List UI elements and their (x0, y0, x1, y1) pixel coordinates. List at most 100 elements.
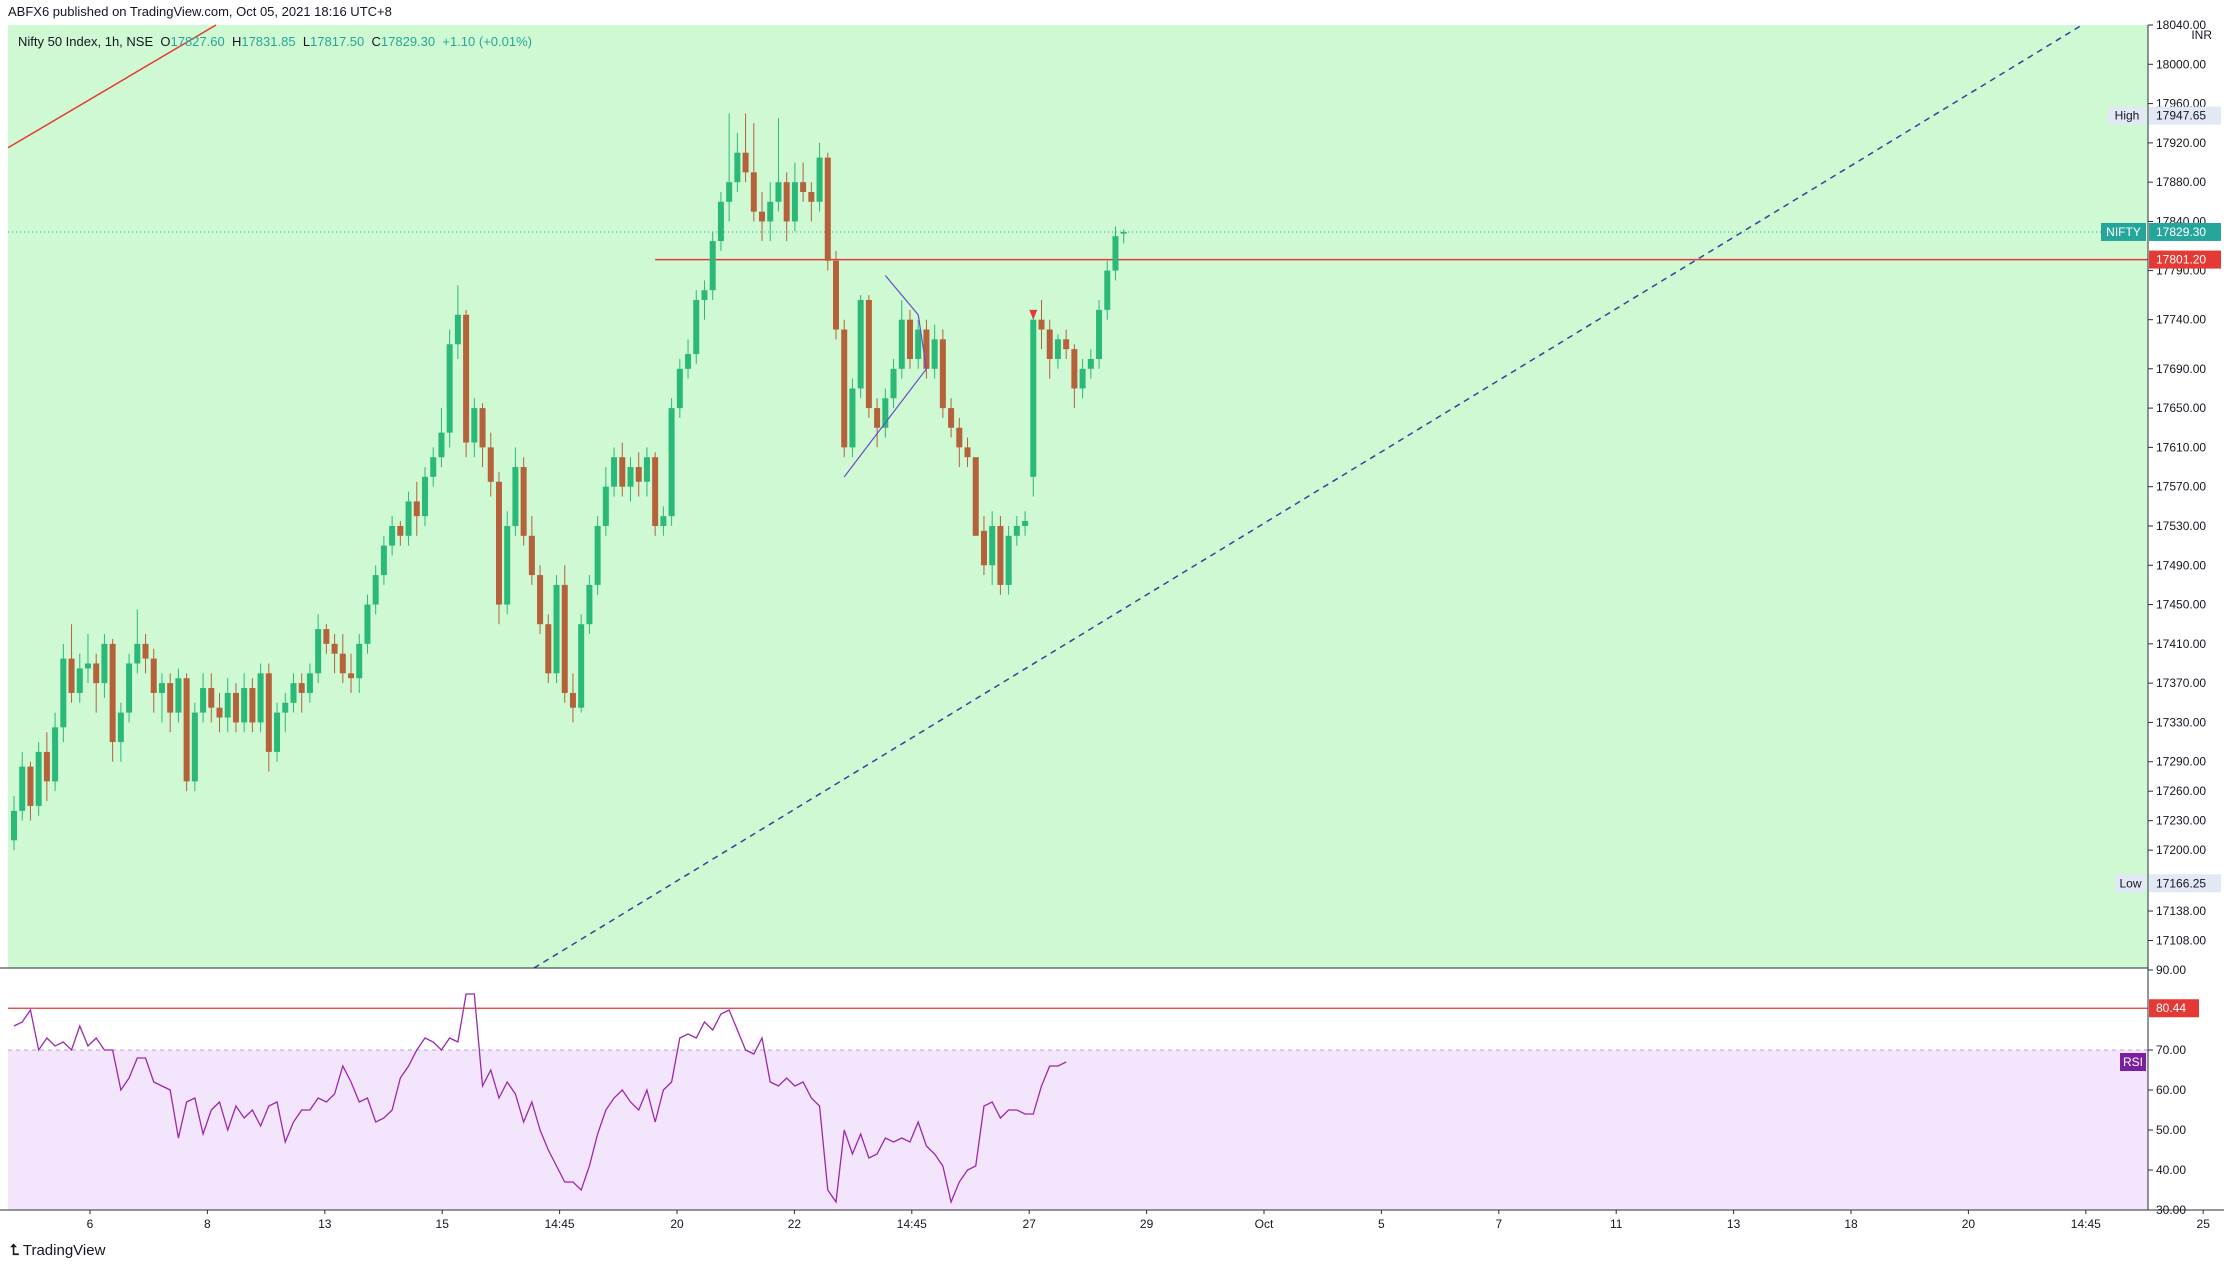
candle-body (216, 707, 223, 718)
candle-body (791, 182, 798, 222)
candle-body (1112, 236, 1119, 271)
candle (578, 614, 585, 713)
candle (93, 653, 100, 713)
candle-body (265, 673, 272, 752)
candle-body (512, 467, 519, 526)
candle-body (1030, 319, 1037, 477)
candle-body (545, 624, 552, 674)
time-tick-label: 8 (204, 1217, 211, 1231)
candle (561, 565, 568, 703)
candle (1096, 300, 1103, 369)
rsi-pane[interactable] (8, 993, 2148, 1211)
candle-body (167, 683, 174, 713)
candle-body (997, 525, 1004, 585)
open-value: 17827.60 (170, 34, 225, 49)
time-tick-label: 13 (1727, 1217, 1741, 1231)
candle (594, 516, 601, 595)
axis-badge-bg (2149, 250, 2221, 269)
candle-body (43, 751, 50, 782)
candle (1054, 334, 1061, 369)
candle-body (775, 182, 782, 202)
candle (68, 624, 75, 703)
candle (109, 638, 116, 762)
candle (1005, 525, 1012, 595)
candle (545, 614, 552, 684)
price-tick-label: 17610.00 (2156, 440, 2206, 454)
candle (693, 290, 700, 364)
candle (315, 614, 322, 684)
rsi-band (8, 1050, 2148, 1210)
candle (1046, 319, 1053, 379)
candle (956, 417, 963, 468)
candle-body (158, 683, 165, 693)
time-tick-label: 20 (670, 1217, 684, 1231)
candle-body (290, 683, 297, 703)
candle-body (208, 688, 215, 708)
candle (60, 643, 67, 743)
dashed-trendline (533, 24, 2083, 969)
candle (520, 457, 527, 546)
price-pane[interactable] (7, 24, 2148, 969)
candle-body (750, 172, 757, 212)
candle (1022, 511, 1029, 536)
candle-body (11, 810, 17, 841)
candle-body (520, 467, 527, 536)
candle (290, 673, 297, 713)
candle (200, 673, 207, 723)
candle (35, 742, 42, 816)
rsi-tick-label: 70.00 (2156, 1043, 2186, 1057)
time-tick-label: 13 (318, 1217, 332, 1231)
candle-body (693, 300, 700, 355)
candle (405, 491, 412, 546)
rsi-name-badge-bg (2120, 1053, 2146, 1071)
price-tick-label: 17138.00 (2156, 904, 2206, 918)
candle (1112, 226, 1119, 281)
price-tick-label: 18000.00 (2156, 57, 2206, 71)
candle (816, 142, 823, 212)
candle-body (487, 447, 494, 482)
candle-body (537, 575, 544, 625)
candle (191, 702, 198, 792)
candle (849, 378, 856, 458)
candle (348, 653, 355, 693)
candle (1071, 344, 1078, 409)
candle (709, 231, 716, 301)
candle (874, 398, 881, 448)
candle (1030, 309, 1037, 497)
candle-body (742, 152, 749, 173)
candle (1104, 260, 1111, 320)
candle (643, 447, 650, 497)
candle (167, 673, 174, 733)
candle-body (874, 408, 881, 428)
candle-body (964, 447, 971, 458)
change-value: +1.10 (+0.01%) (442, 34, 532, 49)
candle (257, 663, 264, 733)
candle (726, 113, 733, 222)
candle-body (150, 658, 157, 693)
candle (142, 634, 149, 674)
price-tick-label: 17370.00 (2156, 676, 2206, 690)
candle-body (191, 712, 198, 782)
candle (931, 324, 938, 379)
candle-body (1071, 349, 1078, 389)
candle-body (553, 584, 560, 674)
candle (717, 191, 724, 251)
candle-body (405, 501, 412, 536)
tradingview-brand[interactable]: ⮤ TradingView (10, 1242, 105, 1259)
candle (989, 511, 996, 585)
candle-body (767, 201, 774, 222)
candle (11, 796, 17, 851)
price-tick-label: 17290.00 (2156, 755, 2206, 769)
price-tick-label: 17740.00 (2156, 313, 2206, 327)
candle-body (1054, 339, 1061, 359)
candle-body (865, 300, 872, 409)
candle-body (939, 339, 946, 409)
candle-body (824, 157, 831, 261)
candle-body (1046, 329, 1053, 359)
candle (430, 447, 437, 487)
candle (364, 594, 371, 654)
candle (298, 673, 305, 713)
rsi-level-badge-bg (2149, 999, 2199, 1018)
candle (808, 182, 815, 222)
candle-body (282, 702, 289, 713)
